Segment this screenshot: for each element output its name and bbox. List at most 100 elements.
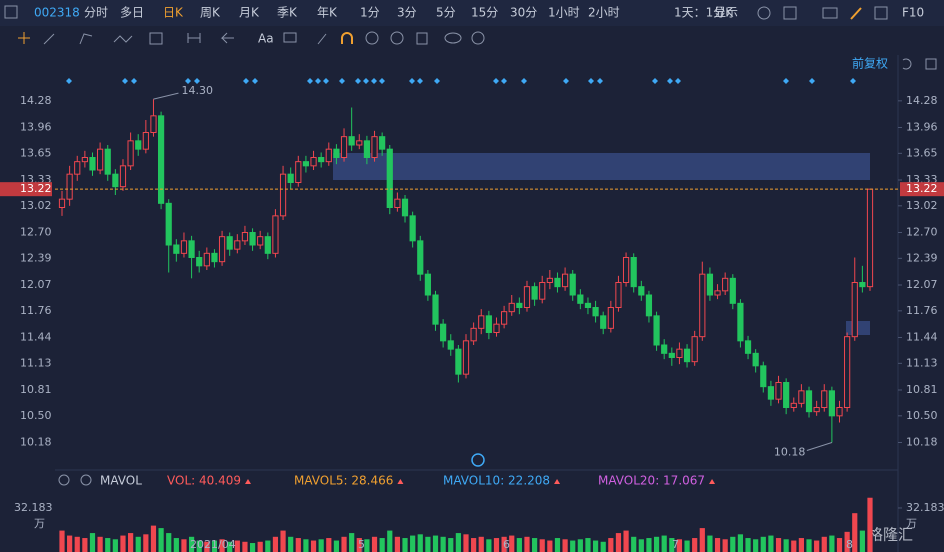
lock-tool[interactable]: [365, 31, 379, 45]
volume-bar: [631, 536, 637, 552]
interval[interactable]: 1天：1分K: [674, 6, 734, 20]
y-tick-label-right: 11.76: [906, 304, 938, 317]
candle-body: [196, 257, 203, 267]
note-tool[interactable]: [283, 32, 297, 43]
candle-body: [790, 402, 797, 409]
high-label: 14.30: [181, 84, 213, 97]
low-pointer: [806, 442, 833, 451]
candle-body: [805, 390, 813, 413]
candle-body: [97, 148, 104, 171]
event-marker: [417, 78, 423, 84]
period-tab[interactable]: 3分: [397, 6, 417, 20]
period-tab[interactable]: 多日: [120, 6, 144, 20]
candle-body: [379, 136, 386, 150]
volume-bar: [532, 538, 538, 552]
candle-body: [401, 198, 409, 217]
period-tab[interactable]: 2小时: [588, 6, 620, 20]
indicator-name[interactable]: MAVOL: [100, 474, 142, 488]
volume-bar: [410, 535, 416, 552]
trend-arrow: [244, 479, 251, 484]
event-marker: [122, 78, 128, 84]
period-tab[interactable]: 30分: [510, 6, 537, 20]
event-icon[interactable]: [471, 453, 485, 467]
candle-body: [798, 390, 805, 404]
candle-body: [828, 390, 835, 417]
volume-bar: [760, 536, 766, 552]
volume-bar: [615, 533, 622, 552]
period-tab[interactable]: 日K: [163, 6, 184, 20]
f10[interactable]: F10: [902, 6, 924, 20]
volume-bar: [74, 536, 80, 552]
y-tick-label: 12.07: [20, 278, 52, 291]
fullscreen-icon[interactable]: [874, 6, 888, 20]
volume-bar: [737, 534, 744, 552]
period-tab[interactable]: 季K: [277, 6, 298, 20]
period-tab[interactable]: 15分: [471, 6, 498, 20]
delete-tool[interactable]: [416, 32, 428, 45]
crosshair-tool[interactable]: [18, 32, 30, 44]
display[interactable]: 显示: [714, 6, 738, 20]
candle-body: [462, 340, 470, 375]
measure-tool[interactable]: [187, 33, 201, 43]
period-tab[interactable]: 1分: [360, 6, 380, 20]
drawing-tools: [18, 31, 485, 45]
volume-bar: [455, 533, 461, 552]
period-tab[interactable]: 5分: [436, 6, 456, 20]
magnet-tool[interactable]: [341, 32, 353, 44]
candle-body: [683, 348, 691, 363]
volume-bar: [692, 538, 698, 552]
volume-bar: [234, 540, 240, 552]
candle-body: [737, 302, 744, 342]
volume-bar: [265, 540, 271, 552]
candle-body: [257, 236, 264, 246]
adjust-mode[interactable]: 前复权: [852, 56, 888, 71]
pen-icon[interactable]: [850, 7, 862, 20]
layout-icon[interactable]: [925, 58, 937, 70]
arrow-tool[interactable]: [220, 32, 234, 44]
volume-bar: [554, 538, 561, 552]
period-tab[interactable]: 月K: [239, 6, 260, 20]
ruler-tool[interactable]: [317, 33, 327, 45]
trend-arrow: [397, 479, 404, 484]
wave-tool[interactable]: [113, 35, 133, 43]
link-tool[interactable]: [444, 32, 462, 44]
stock-code[interactable]: 002318: [34, 6, 80, 20]
candle-body: [333, 148, 340, 159]
undo-icon[interactable]: [902, 58, 912, 70]
channel-tool[interactable]: [79, 33, 93, 45]
volume-bar: [768, 535, 774, 552]
period-tab[interactable]: 分时: [84, 6, 108, 20]
sidebar-toggle[interactable]: [4, 5, 18, 19]
settings-icon[interactable]: [757, 6, 771, 20]
hide-tool[interactable]: [390, 31, 404, 45]
period-tab[interactable]: 周K: [200, 6, 221, 20]
price-tag-bg: [900, 182, 944, 197]
period-tab[interactable]: 1小时: [548, 6, 580, 20]
period-tab[interactable]: 年K: [317, 6, 338, 20]
fib-tool[interactable]: [149, 32, 163, 45]
volume-bar: [341, 536, 347, 552]
checkbox-icon[interactable]: [783, 6, 797, 20]
candle-body: [318, 157, 325, 163]
candle-body: [127, 140, 134, 167]
candle-body: [729, 277, 736, 304]
tool-settings[interactable]: [471, 31, 485, 45]
volume-bar: [158, 528, 164, 552]
candle-body: [844, 336, 851, 408]
volume-bar: [867, 497, 873, 552]
event-marker: [675, 78, 681, 84]
indicator-value: MAVOL10: 22.208: [443, 474, 550, 488]
volume-bar: [128, 533, 134, 552]
indicator-settings[interactable]: [58, 474, 70, 486]
text-tool[interactable]: Aa: [258, 32, 274, 46]
volume-bar: [509, 535, 515, 552]
volume-bar: [257, 541, 263, 552]
candle-body: [249, 232, 256, 246]
indicator-close[interactable]: [80, 474, 92, 486]
event-marker: [339, 78, 345, 84]
candle-body: [836, 407, 843, 417]
event-marker: [493, 78, 499, 84]
line-tool[interactable]: [43, 33, 55, 45]
camera-icon[interactable]: [822, 7, 838, 19]
candle-body: [501, 311, 508, 325]
